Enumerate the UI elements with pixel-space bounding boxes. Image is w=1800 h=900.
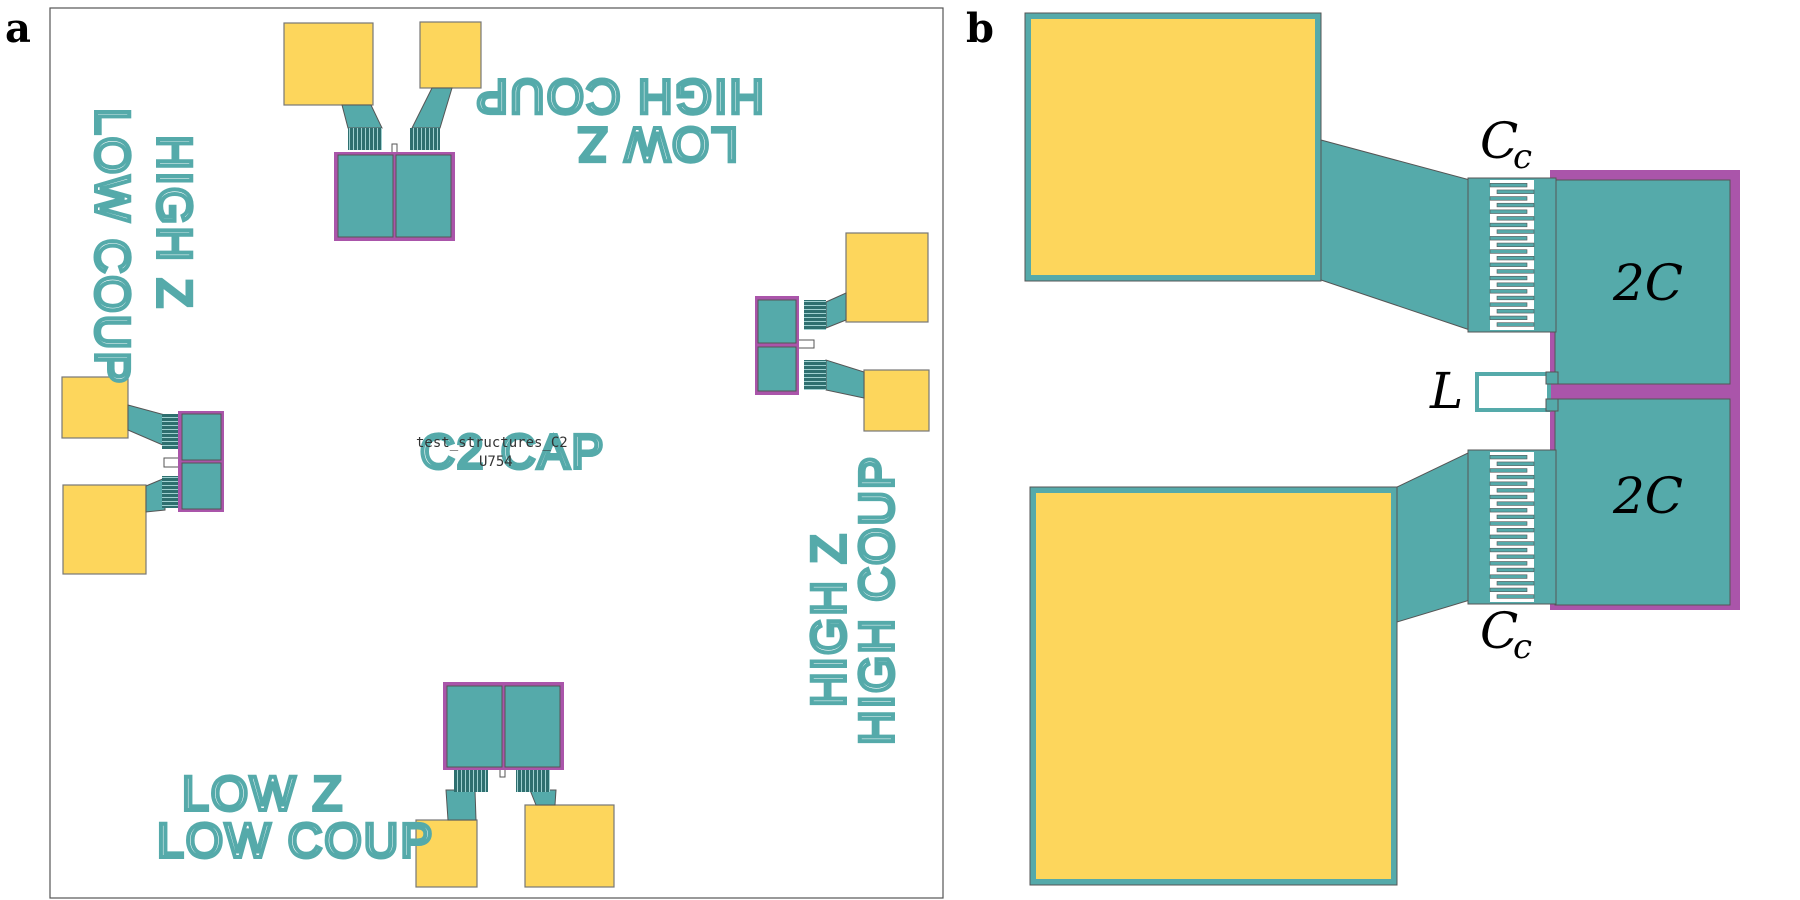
annotation-cc-top: C c: [1480, 112, 1532, 177]
svg-text:HIGH Z: HIGH Z: [147, 135, 200, 310]
label-bottom-left: LOW Z LOW COUP: [155, 766, 434, 870]
coupler-finger: [1489, 561, 1528, 566]
coupler-finger: [1489, 481, 1528, 486]
svg-text:LOW COUP: LOW COUP: [157, 815, 434, 868]
coupler-finger: [1496, 322, 1535, 327]
pad-large-bottom: [1036, 493, 1391, 879]
coupler-finger: [1489, 494, 1528, 500]
cell-id: U754: [479, 454, 513, 470]
coupler-finger: [1489, 534, 1528, 539]
coupler-finger: [1496, 242, 1535, 248]
annotation-cap-top: 2C: [1612, 254, 1683, 312]
svg-text:HIGH COUP: HIGH COUP: [474, 69, 764, 122]
svg-text:LOW COUP: LOW COUP: [85, 108, 138, 385]
coupler-finger: [1489, 315, 1528, 321]
cell-name: test_structures_C2: [416, 435, 568, 451]
coupler-finger: [1489, 574, 1528, 579]
coupler-finger: [1489, 521, 1528, 526]
coupler-finger: [1489, 262, 1528, 267]
coupler-finger: [1489, 183, 1528, 188]
cap-bottom: [1554, 398, 1731, 606]
coupler-finger: [1496, 202, 1535, 208]
svg-text:LOW Z: LOW Z: [576, 117, 738, 170]
coupler-finger: [1489, 468, 1528, 473]
coupler-finger: [1489, 236, 1528, 241]
center-title: C2 CAP: [420, 426, 605, 479]
panel-b-label: b: [966, 5, 994, 52]
pad-top-right: [419, 21, 482, 89]
pad-top-left: [283, 22, 374, 106]
label-bottom-right: HIGH Z HIGH COUP: [801, 453, 906, 747]
coupler-finger: [1489, 196, 1528, 201]
svg-text:c: c: [1513, 627, 1532, 667]
annotation-cc-bottom: C c: [1480, 602, 1532, 667]
coupler-finger: [1489, 302, 1528, 307]
coupler-left: [348, 128, 382, 150]
device-left: [61, 376, 224, 575]
coupler-finger: [1496, 189, 1535, 194]
device-bottom: [415, 682, 615, 888]
device-top: [283, 21, 482, 241]
coupler-finger: [1489, 209, 1528, 214]
coupler-finger: [1496, 594, 1535, 599]
coupler-bottom: [1467, 449, 1557, 605]
coupler-finger: [1496, 282, 1535, 287]
coupler-finger: [1496, 229, 1535, 234]
coupler-finger: [1496, 461, 1535, 466]
svg-text:LOW Z: LOW Z: [182, 768, 344, 821]
coupler-finger: [1496, 554, 1535, 559]
coupler-finger: [1496, 501, 1535, 506]
device-right: [755, 232, 930, 432]
coupler-finger: [1489, 587, 1528, 593]
coupler-finger: [1496, 581, 1535, 586]
zoom-device: [1024, 12, 1740, 886]
coupler-finger: [1489, 275, 1528, 281]
label-top-right: LOW Z HIGH COUP: [472, 67, 766, 172]
coupler-finger: [1496, 514, 1535, 520]
inductor-loop: [1475, 372, 1551, 412]
coupler-finger: [1489, 222, 1528, 228]
coupler-finger: [1496, 216, 1535, 221]
coupler-finger: [1496, 295, 1535, 301]
coupler-finger: [1496, 256, 1535, 261]
coupler-finger: [1489, 508, 1528, 513]
coupler-finger: [1496, 488, 1535, 493]
svg-text:HIGH Z: HIGH Z: [803, 532, 856, 707]
coupler-finger: [1489, 249, 1528, 254]
pad-large-top: [1031, 19, 1315, 275]
annotation-cap-bottom: 2C: [1612, 467, 1683, 525]
label-top-left: LOW COUP HIGH Z: [83, 106, 202, 387]
coupler-top: [1467, 177, 1557, 333]
panel-a-label: a: [5, 5, 31, 52]
coupler-finger: [1496, 474, 1535, 480]
coupler-right: [410, 128, 440, 150]
coupler-finger: [1496, 269, 1535, 274]
coupler-finger: [1496, 567, 1535, 573]
coupler-finger: [1489, 547, 1528, 553]
annotation-inductor: L: [1429, 362, 1463, 420]
svg-text:HIGH COUP: HIGH COUP: [851, 455, 904, 745]
coupler-finger: [1496, 309, 1535, 314]
cap-top: [1554, 179, 1731, 385]
svg-text:C: C: [1480, 112, 1518, 170]
coupler-finger: [1489, 289, 1528, 294]
coupler-finger: [1496, 528, 1535, 533]
svg-text:C: C: [1480, 602, 1518, 660]
svg-text:c: c: [1513, 137, 1532, 177]
coupler-finger: [1489, 455, 1528, 460]
coupler-finger: [1496, 541, 1535, 546]
